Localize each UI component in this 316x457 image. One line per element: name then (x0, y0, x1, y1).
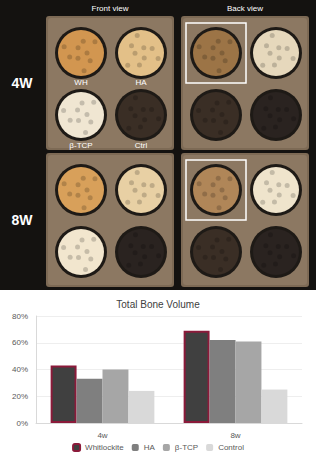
svg-text:20%: 20% (12, 392, 28, 401)
svg-text:Control: Control (218, 443, 244, 452)
svg-text:8w: 8w (230, 431, 240, 440)
svg-text:Front view: Front view (92, 4, 129, 13)
svg-text:80%: 80% (12, 312, 28, 321)
svg-text:Whitlockite: Whitlockite (85, 443, 124, 452)
svg-text:HA: HA (135, 78, 147, 87)
svg-text:4w: 4w (97, 431, 107, 440)
svg-text:Ctrl: Ctrl (135, 141, 148, 150)
svg-text:Back view: Back view (227, 4, 263, 13)
svg-text:β-TCP: β-TCP (69, 141, 92, 150)
svg-text:β-TCP: β-TCP (175, 443, 198, 452)
svg-text:WH: WH (74, 78, 88, 87)
svg-text:4W: 4W (12, 75, 34, 91)
svg-text:HA: HA (144, 443, 156, 452)
svg-text:60%: 60% (12, 338, 28, 347)
svg-text:8W: 8W (12, 212, 34, 228)
svg-text:40%: 40% (12, 365, 28, 374)
svg-text:Total Bone Volume: Total Bone Volume (116, 299, 200, 310)
svg-text:0%: 0% (16, 419, 28, 428)
